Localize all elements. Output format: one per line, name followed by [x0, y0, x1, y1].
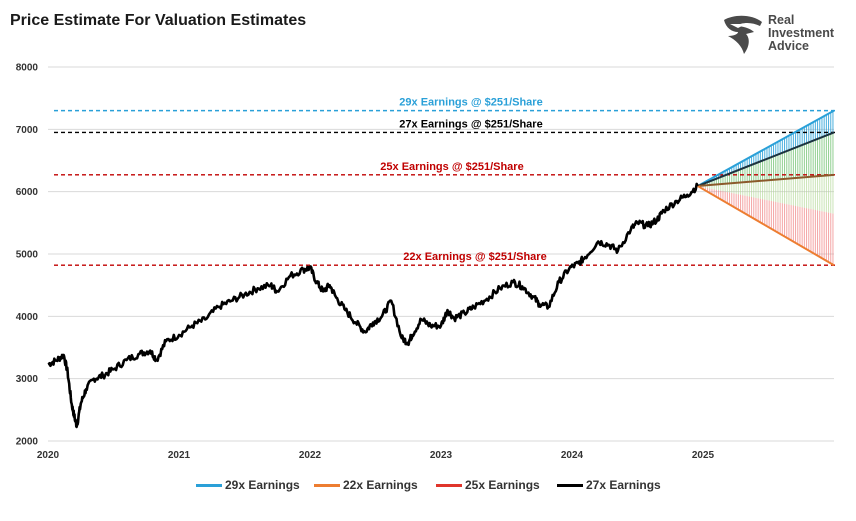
legend-label: 22x Earnings	[343, 478, 418, 492]
y-tick-label: 7000	[16, 125, 39, 136]
y-tick-label: 6000	[16, 187, 39, 198]
projection-line	[697, 131, 835, 187]
y-tick-label: 5000	[16, 250, 39, 261]
reference-label: 27x Earnings @ $251/Share	[399, 118, 542, 130]
legend-item: 27x Earnings	[557, 476, 661, 494]
projection-line	[697, 109, 835, 187]
legend: 29x Earnings 22x Earnings 25x Earnings 27x …	[0, 476, 856, 494]
legend-item: 25x Earnings	[436, 476, 540, 494]
price-series-line	[47, 182, 699, 429]
reference-label: 25x Earnings @ $251/Share	[380, 161, 523, 173]
y-tick-label: 8000	[16, 63, 39, 74]
legend-label: 25x Earnings	[465, 478, 540, 492]
projection-fan	[698, 111, 834, 265]
x-tick-label: 2023	[430, 450, 453, 461]
x-tick-label: 2020	[37, 450, 60, 461]
legend-label: 27x Earnings	[586, 478, 661, 492]
gridlines	[48, 66, 834, 442]
reference-lines: 29x Earnings @ $251/Share 27x Earnings @ …	[54, 97, 836, 266]
reference-label: 29x Earnings @ $251/Share	[399, 97, 542, 109]
axes: 2000 3000 4000 5000 6000 7000 8000 2020 2021 2022…	[16, 63, 715, 462]
chart-title: Price Estimate For Valuation Estimates	[10, 12, 307, 29]
x-tick-label: 2021	[168, 450, 191, 461]
projection-line	[697, 185, 835, 267]
logo-line-2: Investment	[768, 26, 834, 40]
y-tick-label: 2000	[16, 437, 39, 448]
x-tick-label: 2022	[299, 450, 322, 461]
logo-text: Real Investment Advice	[768, 14, 834, 53]
legend-swatch	[196, 483, 222, 487]
legend-label: 29x Earnings	[225, 478, 300, 492]
legend-item: 29x Earnings	[196, 476, 300, 494]
eagle-head-icon	[724, 15, 762, 55]
legend-swatch	[436, 483, 462, 487]
logo: Real Investment Advice	[720, 14, 845, 56]
legend-swatch	[314, 483, 340, 487]
legend-item: 22x Earnings	[314, 476, 418, 494]
x-tick-label: 2025	[692, 450, 715, 461]
legend-swatch	[557, 483, 583, 487]
projection-lines	[697, 109, 835, 267]
y-tick-label: 3000	[16, 374, 39, 385]
logo-line-1: Real	[768, 13, 795, 27]
logo-line-3: Advice	[768, 39, 809, 53]
x-tick-label: 2024	[561, 450, 584, 461]
projection-line	[697, 173, 835, 188]
reference-label: 22x Earnings @ $251/Share	[403, 251, 546, 263]
y-tick-label: 4000	[16, 312, 39, 323]
chart-plot: 29x Earnings @ $251/Share 27x Earnings @ …	[16, 63, 836, 462]
